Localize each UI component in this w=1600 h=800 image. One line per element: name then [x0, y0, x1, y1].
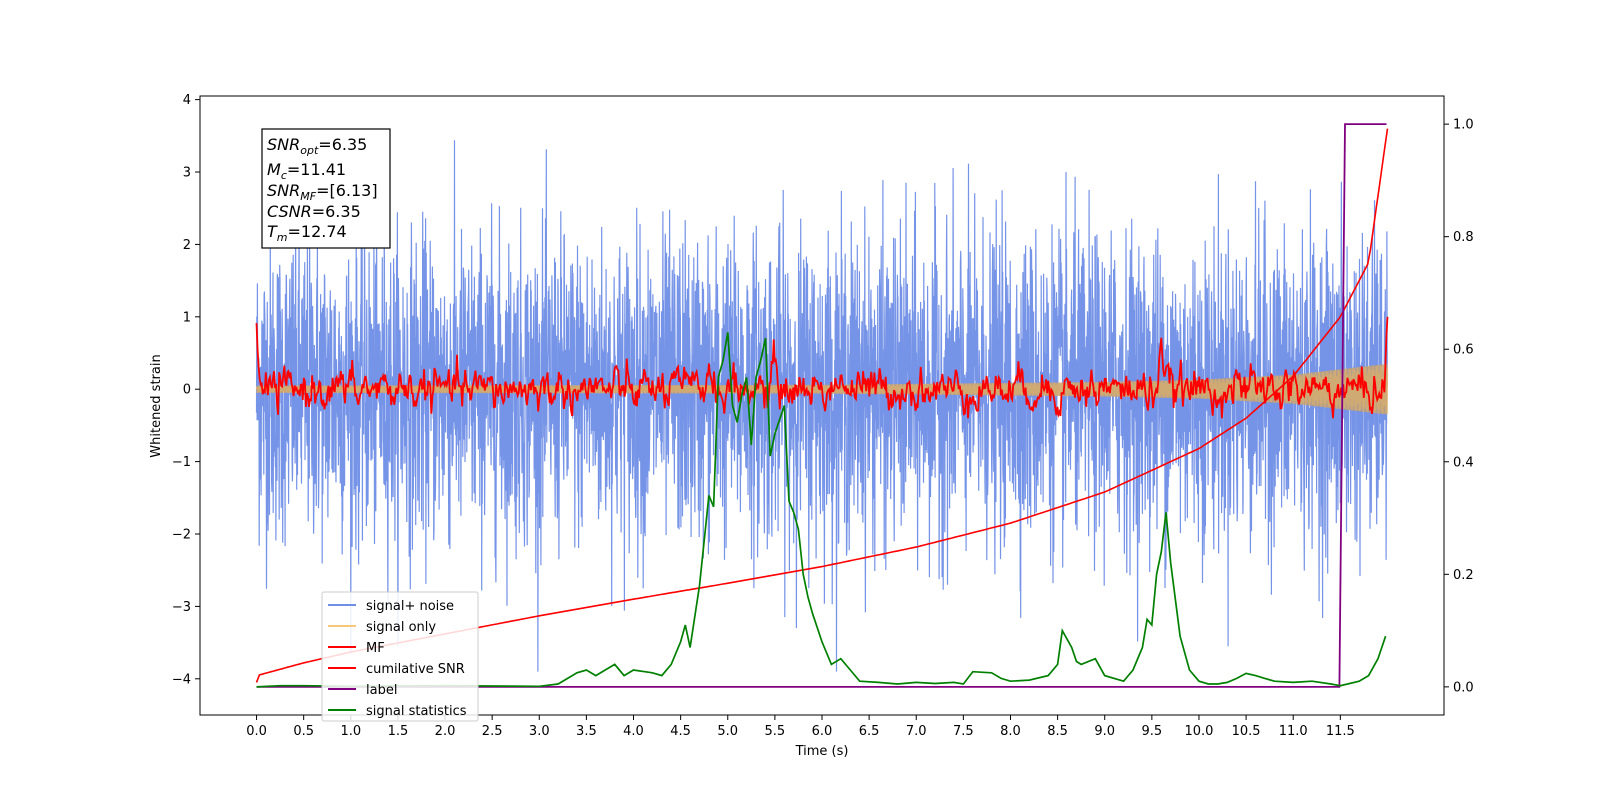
info-box: SNRopt=6.35 Mc=11.41 SNRMF=[6.13] CSNR=6… — [261, 128, 391, 249]
series-label — [256, 123, 1387, 688]
x-tick-label: 8.0 — [1000, 724, 1021, 739]
info-tm: Tm=12.74 — [267, 222, 347, 244]
y-right-tick-label: 0.8 — [1453, 230, 1474, 245]
x-tick-label: 10.5 — [1232, 724, 1261, 739]
y-left-tick-label: −3 — [172, 600, 191, 615]
svg-text:cumilative SNR: cumilative SNR — [366, 662, 465, 677]
x-tick-label: 10.0 — [1184, 724, 1213, 739]
x-tick-label: 3.0 — [529, 724, 550, 739]
svg-text:signal statistics: signal statistics — [366, 704, 467, 719]
info-csnr: CSNR=6.35 — [267, 202, 361, 221]
x-tick-label: 9.5 — [1142, 724, 1163, 739]
y-left-tick-label: 3 — [183, 166, 191, 181]
svg-text:MF: MF — [366, 641, 385, 656]
x-tick-label: 11.0 — [1279, 724, 1308, 739]
x-tick-label: 1.0 — [340, 724, 361, 739]
legend-item-label: label — [328, 683, 397, 698]
series-signal-statistics — [256, 332, 1387, 688]
y-right-tick-label: 0.6 — [1453, 343, 1474, 358]
y-axis-label: Whitened strain — [149, 354, 164, 457]
x-axis: 0.0 0.5 1.0 1.5 2.0 2.5 3.0 3.5 4.0 4.5 5.0 5.5 6.0 6… — [246, 715, 1355, 739]
x-tick-label: 6.5 — [859, 724, 880, 739]
info-mc: Mc=11.41 — [267, 160, 346, 182]
svg-text:signal only: signal only — [366, 620, 436, 635]
y-left-tick-label: 1 — [183, 310, 191, 325]
x-tick-label: 5.0 — [717, 724, 738, 739]
legend: signal+ noise signal only MF cumilative … — [321, 591, 479, 722]
x-tick-label: 4.5 — [670, 724, 691, 739]
legend-item-signal-statistics: signal statistics — [328, 704, 467, 719]
x-tick-label: 2.0 — [435, 724, 456, 739]
y-left-tick-label: −1 — [172, 455, 191, 470]
svg-text:label: label — [366, 683, 397, 698]
x-tick-label: 0.0 — [246, 724, 267, 739]
legend-item-cumilative-snr: cumilative SNR — [328, 662, 465, 677]
x-tick-label: 4.0 — [623, 724, 644, 739]
legend-item-signal-noise: signal+ noise — [328, 599, 454, 614]
y-left-tick-label: 0 — [183, 383, 191, 398]
x-tick-label: 7.0 — [906, 724, 927, 739]
y-left-tick-label: −2 — [172, 528, 191, 543]
y-left-tick-label: 4 — [183, 93, 191, 108]
legend-item-signal-only: signal only — [328, 620, 436, 635]
y-axis-left: 4 3 2 1 0 −1 −2 −3 −4 — [172, 93, 200, 687]
y-left-tick-label: 2 — [183, 238, 191, 253]
series-mf — [255, 316, 1389, 419]
x-tick-label: 9.0 — [1094, 724, 1115, 739]
x-axis-label: Time (s) — [795, 744, 849, 759]
x-tick-label: 5.5 — [765, 724, 786, 739]
y-right-tick-label: 1.0 — [1453, 118, 1474, 133]
y-right-tick-label: 0.0 — [1453, 680, 1474, 695]
y-right-tick-label: 0.2 — [1453, 568, 1474, 583]
x-tick-label: 0.5 — [293, 724, 314, 739]
y-axis-right: 1.0 0.8 0.6 0.4 0.2 0.0 — [1444, 118, 1474, 695]
svg-text:signal+ noise: signal+ noise — [366, 599, 454, 614]
x-tick-label: 1.5 — [388, 724, 409, 739]
x-tick-label: 3.5 — [576, 724, 597, 739]
info-snr-mf: SNRMF=[6.13] — [267, 181, 378, 203]
info-snr-opt: SNRopt=6.35 — [267, 135, 367, 157]
x-tick-label: 7.5 — [953, 724, 974, 739]
y-left-tick-label: −4 — [172, 672, 191, 687]
x-tick-label: 2.5 — [482, 724, 503, 739]
x-tick-label: 11.5 — [1326, 724, 1355, 739]
x-tick-label: 6.0 — [812, 724, 833, 739]
legend-item-mf: MF — [328, 641, 385, 656]
y-right-tick-label: 0.4 — [1453, 455, 1474, 470]
x-tick-label: 8.5 — [1047, 724, 1068, 739]
